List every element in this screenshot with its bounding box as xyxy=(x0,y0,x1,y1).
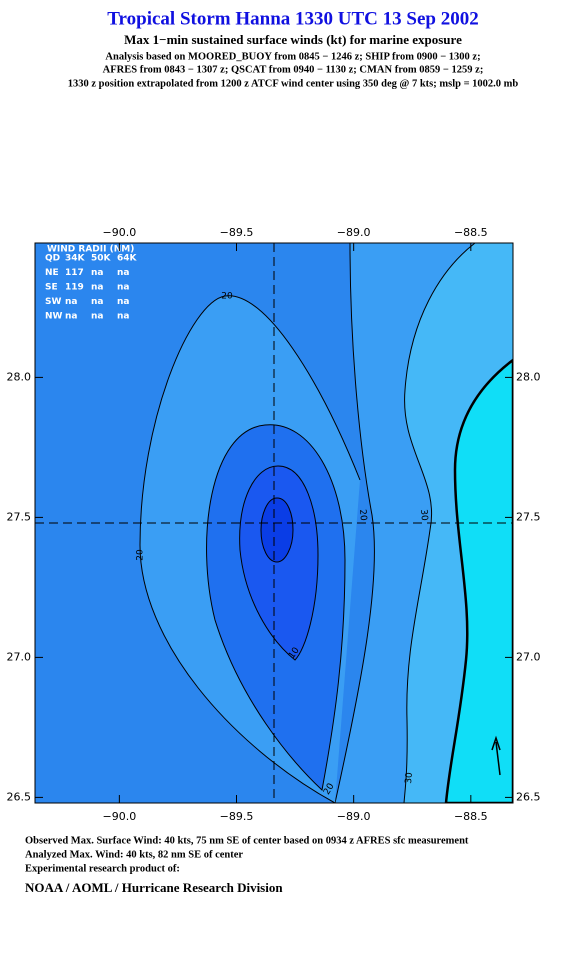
y-tick-label: 28.0 xyxy=(7,370,32,383)
wind-radii-cell: na xyxy=(91,283,103,293)
wind-radii-cell: 34K xyxy=(65,254,86,264)
x-tick-label: −89.0 xyxy=(337,810,371,823)
wind-radii-cell: na xyxy=(65,312,77,322)
y-tick-label: 28.0 xyxy=(516,370,541,383)
wind-radii-title: WIND RADII (NM) xyxy=(47,245,134,255)
wind-radii-cell: NE xyxy=(45,268,59,278)
footer-line: Experimental research product of: xyxy=(25,863,180,874)
subtitle: Max 1−min sustained surface winds (kt) f… xyxy=(124,32,462,47)
footer-line: NOAA / AOML / Hurricane Research Divisio… xyxy=(25,880,283,895)
note: Analysis based on MOORED_BUOY from 0845 … xyxy=(105,51,480,62)
x-tick-label: −89.0 xyxy=(337,226,371,239)
wind-radii-cell: na xyxy=(91,312,103,322)
contour-line xyxy=(239,465,319,661)
wind-radii-cell: na xyxy=(117,268,129,278)
wind-radii-cell: 64K xyxy=(117,254,138,264)
x-tick-label: −90.0 xyxy=(102,226,136,239)
x-tick-label: −88.5 xyxy=(454,226,488,239)
contour-label: 20 xyxy=(357,509,368,522)
x-tick-label: −90.0 xyxy=(102,810,136,823)
footer-line: Analyzed Max. Wind: 40 kts, 82 nm SE of … xyxy=(25,849,243,860)
footer-line: Observed Max. Surface Wind: 40 kts, 75 n… xyxy=(25,835,469,846)
contour-fill xyxy=(444,358,513,803)
x-tick-label: −88.5 xyxy=(454,810,488,823)
note: AFRES from 0843 − 1307 z; QSCAT from 094… xyxy=(103,64,484,75)
note: 1330 z position extrapolated from 1200 z… xyxy=(68,78,519,89)
x-tick-label: −89.5 xyxy=(220,810,254,823)
wind-radii-cell: na xyxy=(117,297,129,307)
wind-radii-cell: 117 xyxy=(65,268,84,278)
y-tick-label: 27.5 xyxy=(7,510,32,523)
wind-radii-cell: NW xyxy=(45,312,63,322)
chart-title: Tropical Storm Hanna 1330 UTC 13 Sep 200… xyxy=(107,8,478,29)
wind-radii-cell: na xyxy=(117,283,129,293)
wind-radii-cell: 50K xyxy=(91,254,112,264)
axes: −90.0 −90.0 −89.5 −89.5 −89.0 −89.0 −88.5 −88.5… xyxy=(7,226,541,823)
y-tick-label: 26.5 xyxy=(7,790,32,803)
y-tick-label: 27.0 xyxy=(7,650,32,663)
contour-line xyxy=(260,497,294,563)
wind-radii-cell: na xyxy=(91,268,103,278)
wind-radii-cell: na xyxy=(65,297,77,307)
plot-frame xyxy=(34,242,514,804)
wind-radii-cell: SE xyxy=(45,283,58,293)
wind-radii-cell: na xyxy=(91,297,103,307)
motion-arrow xyxy=(491,735,501,776)
y-tick-label: 27.5 xyxy=(516,510,541,523)
wind-radii-cell: na xyxy=(117,312,129,322)
contour-label: 30 xyxy=(404,772,415,785)
contour-labels: 20 20 20 10 20 30 30 xyxy=(136,292,430,797)
wind-radii-cell: SW xyxy=(45,297,61,307)
contour-label: 30 xyxy=(418,509,429,522)
contour-label: 20 xyxy=(136,549,146,561)
x-tick-label: −89.5 xyxy=(220,226,254,239)
wind-radii-cell: QD xyxy=(45,254,60,264)
wind-radii-cell: 119 xyxy=(65,283,84,293)
y-tick-label: 27.0 xyxy=(516,650,541,663)
contour-label: 20 xyxy=(221,292,233,302)
y-tick-label: 26.5 xyxy=(516,790,541,803)
